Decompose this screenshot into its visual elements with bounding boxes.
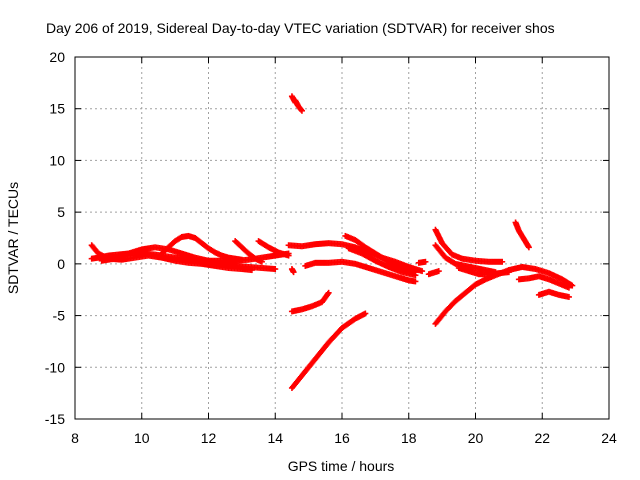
data-points [88, 93, 576, 391]
data-point-s12 [298, 106, 305, 113]
data-point-s9 [412, 272, 419, 279]
chart-title: Day 206 of 2019, Sidereal Day-to-day VTE… [46, 20, 555, 36]
data-point-s23 [569, 282, 576, 289]
data-point-s14 [325, 289, 332, 296]
x-tick-label: 20 [468, 430, 484, 446]
data-point-s25 [565, 293, 572, 300]
data-point-s15 [362, 310, 369, 317]
y-tick-label: -5 [53, 308, 66, 324]
x-tick-label: 18 [401, 430, 417, 446]
data-point-s13 [290, 269, 297, 276]
x-tick-label: 10 [134, 430, 150, 446]
y-axis-ticks: -15 -10 -5 0 5 10 15 20 [45, 49, 609, 427]
data-point-s5 [258, 258, 265, 265]
y-tick-label: 0 [57, 256, 65, 272]
x-axis-label: GPS time / hours [288, 458, 395, 474]
data-point-s4 [238, 256, 245, 263]
x-axis-ticks: 8 10 12 14 16 18 20 22 24 [71, 57, 617, 446]
data-point-s3 [272, 266, 279, 273]
data-point-s24 [565, 284, 572, 291]
data-point-s14 [324, 290, 331, 297]
y-axis-label: SDTVAR / TECUs [5, 182, 21, 294]
x-tick-label: 22 [534, 430, 550, 446]
grid-lines [75, 57, 609, 419]
x-tick-label: 24 [601, 430, 617, 446]
data-point-s6 [285, 252, 292, 259]
x-tick-label: 12 [201, 430, 217, 446]
data-point-s16 [422, 258, 429, 265]
y-tick-label: 20 [49, 49, 65, 65]
data-point-s10 [412, 278, 419, 285]
y-tick-label: -10 [45, 359, 65, 375]
x-tick-label: 16 [334, 430, 350, 446]
y-tick-label: -15 [45, 411, 65, 427]
data-point-s20 [435, 268, 442, 275]
data-point-s12 [298, 107, 305, 114]
data-point-s7 [419, 268, 426, 275]
x-tick-label: 8 [71, 430, 79, 446]
y-tick-label: 15 [49, 101, 65, 117]
x-tick-label: 14 [267, 430, 283, 446]
y-tick-label: 5 [57, 204, 65, 220]
data-point-s22 [525, 244, 532, 251]
data-point-s17 [499, 258, 506, 265]
y-tick-label: 10 [49, 152, 65, 168]
